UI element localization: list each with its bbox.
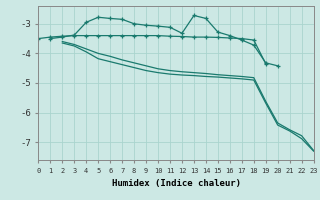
X-axis label: Humidex (Indice chaleur): Humidex (Indice chaleur): [111, 179, 241, 188]
